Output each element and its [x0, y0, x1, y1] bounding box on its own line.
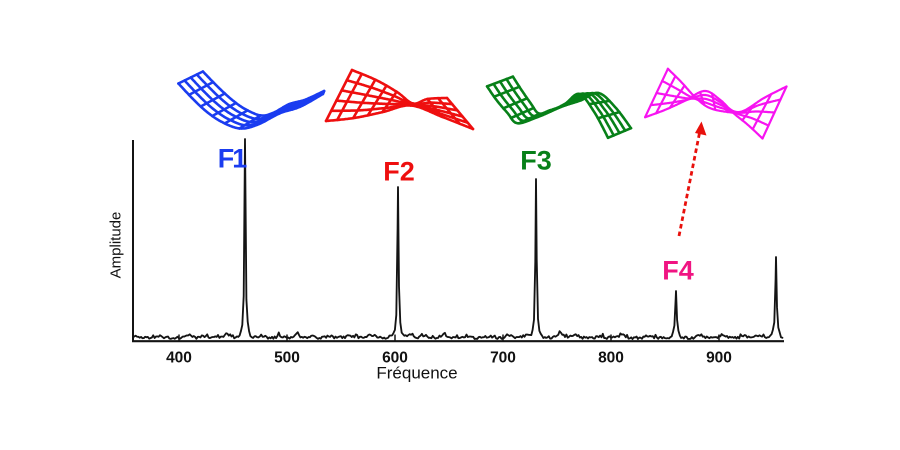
svg-text:600: 600 [382, 350, 408, 367]
svg-text:400: 400 [166, 350, 192, 367]
svg-text:700: 700 [490, 350, 516, 367]
svg-text:F1: F1 [218, 144, 247, 174]
svg-text:F2: F2 [383, 157, 415, 187]
svg-text:500: 500 [274, 350, 300, 367]
svg-text:F3: F3 [520, 146, 552, 176]
svg-text:Fréquence: Fréquence [376, 364, 457, 383]
svg-text:F4: F4 [662, 256, 694, 286]
svg-text:900: 900 [706, 350, 732, 367]
svg-text:800: 800 [598, 350, 624, 367]
svg-text:Amplitude: Amplitude [108, 212, 125, 279]
